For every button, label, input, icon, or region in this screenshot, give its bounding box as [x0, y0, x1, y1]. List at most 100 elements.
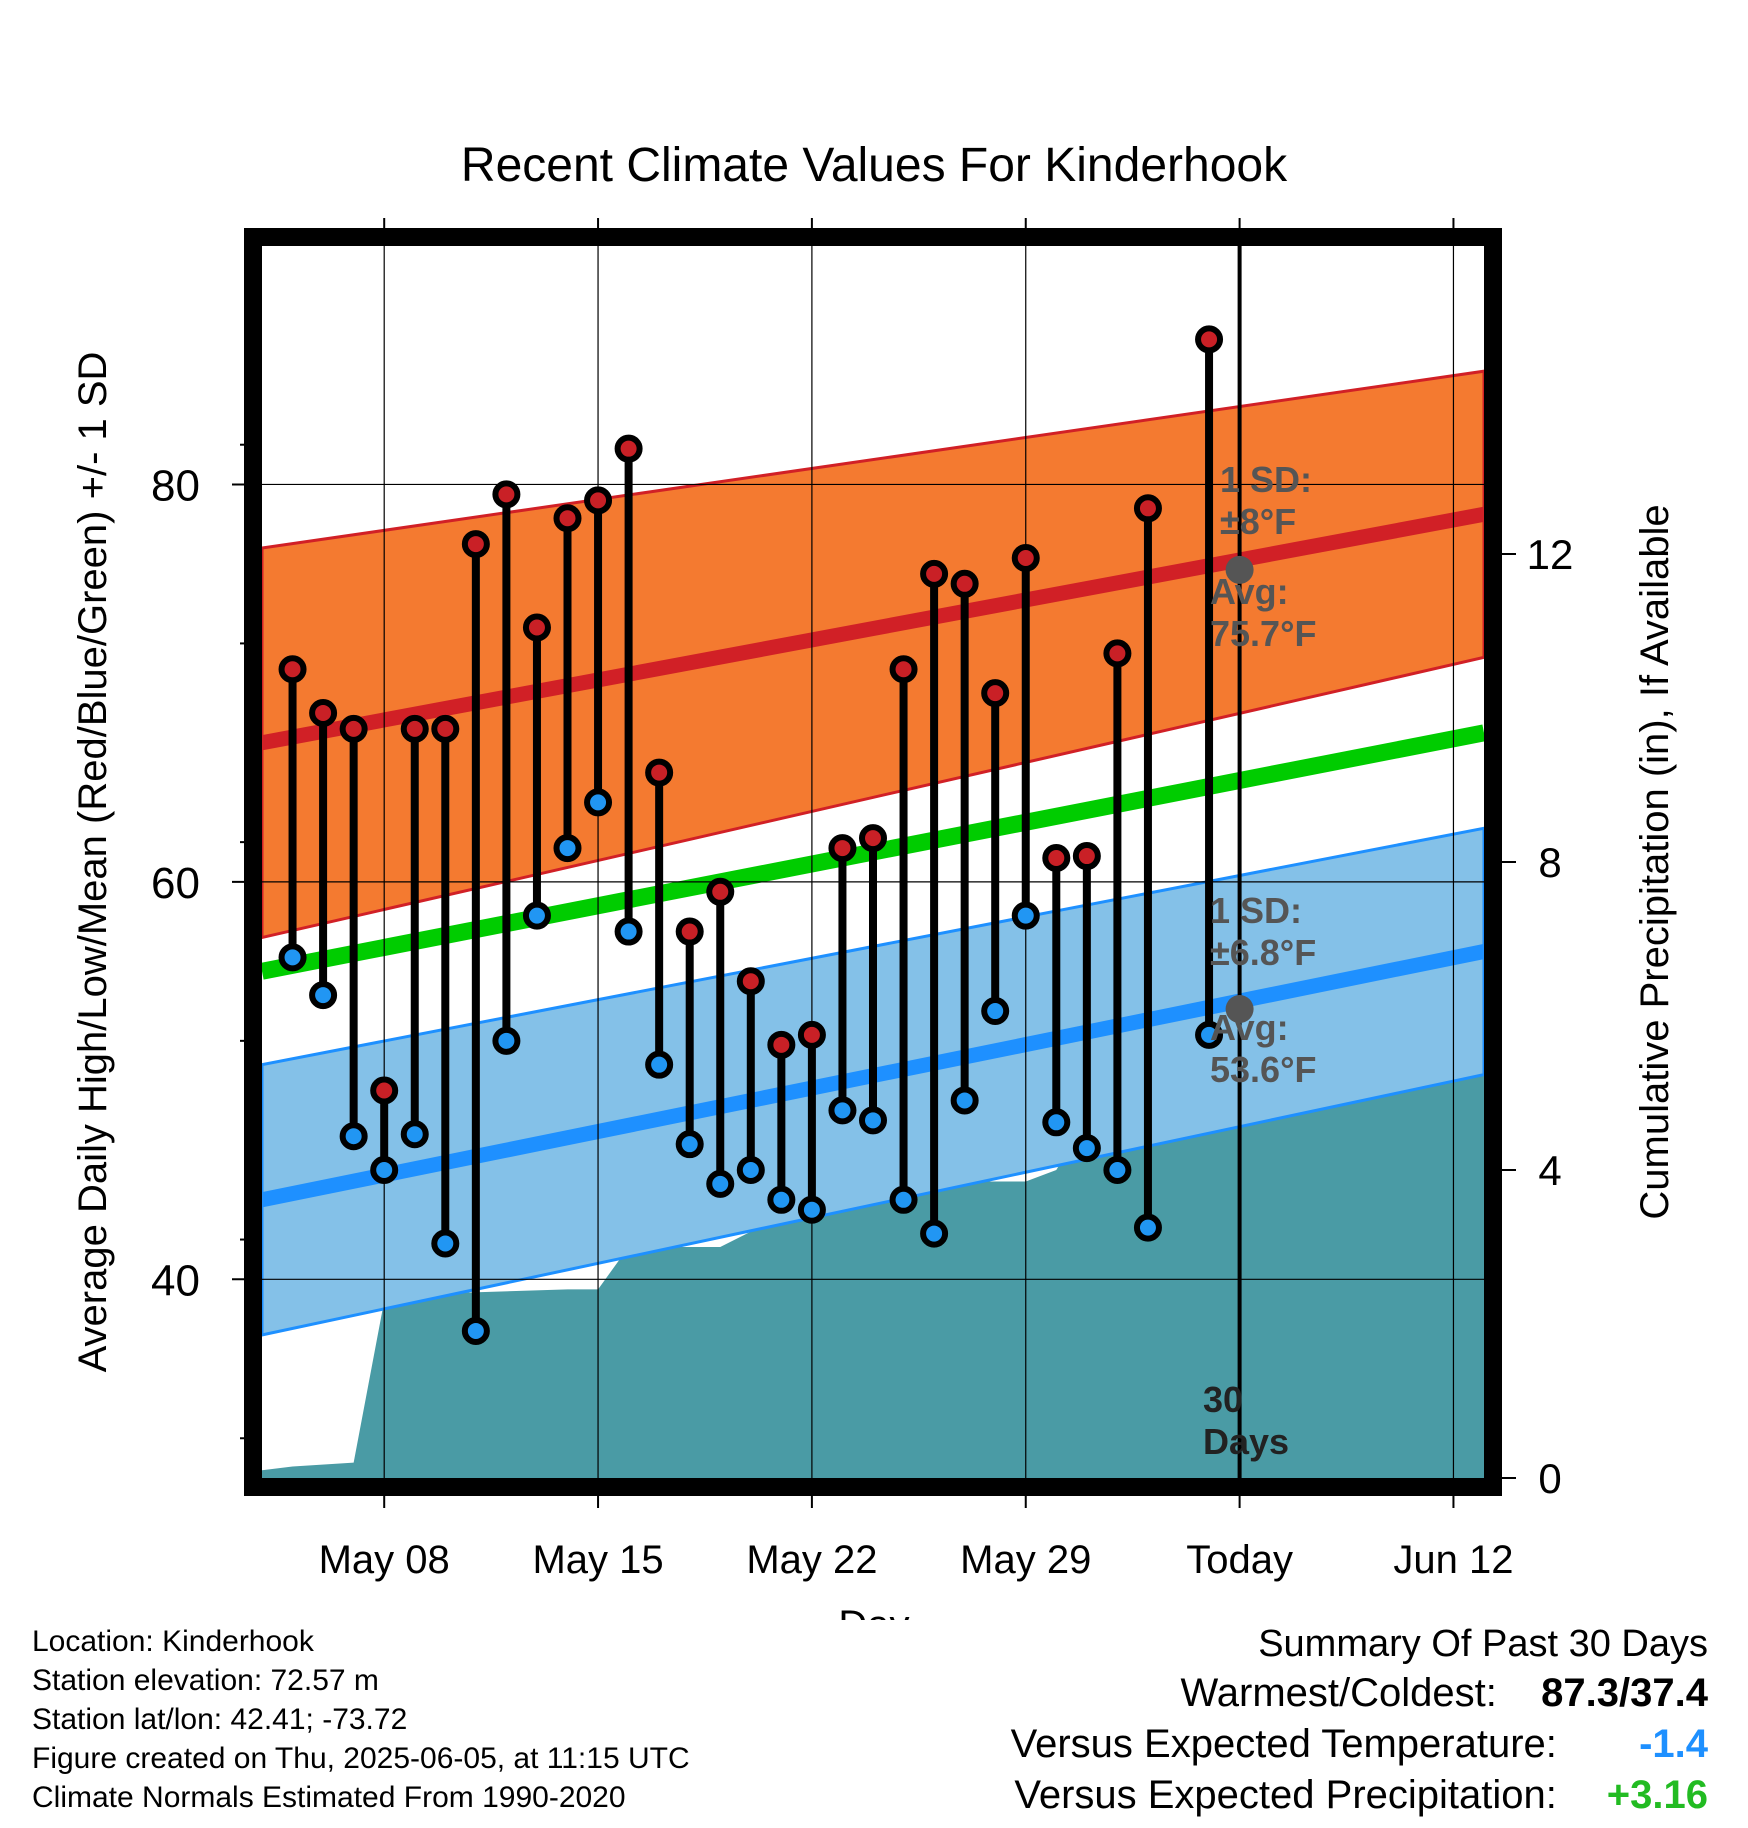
low-sd-annotation: 1 SD:	[1210, 890, 1302, 931]
low-point	[309, 981, 338, 1010]
high-point	[828, 834, 857, 863]
low-point	[736, 1156, 765, 1184]
high-sd-annotation: ±8°F	[1220, 501, 1296, 542]
high-point	[706, 877, 735, 906]
high-point	[950, 569, 979, 598]
high-point	[797, 1020, 826, 1049]
low-avg-marker	[1225, 995, 1254, 1024]
low-point	[584, 788, 613, 817]
y2-tick-label: 4	[1538, 1147, 1561, 1194]
high-point	[492, 480, 521, 509]
low-point	[859, 1106, 887, 1135]
low-point	[675, 1130, 704, 1159]
low-point	[645, 1050, 674, 1079]
high-point	[920, 559, 949, 588]
low-sd-annotation: ±6.8°F	[1210, 932, 1316, 973]
y-tick-label: 60	[151, 859, 200, 908]
high-point	[461, 530, 490, 559]
warm-cold-value: 87.3/37.4	[1541, 1671, 1708, 1715]
temp-value: -1.4	[1639, 1722, 1708, 1766]
high-avg-annotation: 75.7°F	[1210, 613, 1316, 654]
chart-title: Recent Climate Values For Kinderhook	[461, 139, 1288, 192]
low-point	[614, 917, 643, 946]
high-point	[1195, 325, 1224, 354]
latlon-text: Station lat/lon: 42.41; -73.72	[32, 1703, 408, 1736]
y2-axis-label: Cumulative Precipitation (in), If Availa…	[1633, 504, 1677, 1219]
low-avg-annotation: 53.6°F	[1210, 1049, 1316, 1090]
precip-value: +3.16	[1606, 1773, 1708, 1817]
temp-row: Versus Expected Temperature: -1.4	[1011, 1719, 1708, 1770]
station-info: Location: Kinderhook Station elevation: …	[32, 1622, 690, 1817]
normals-text: Climate Normals Estimated From 1990-2020	[32, 1781, 626, 1814]
high-point	[1011, 543, 1040, 572]
low-point	[1133, 1213, 1162, 1242]
summary-panel: Summary Of Past 30 Days Warmest/Coldest:…	[1011, 1620, 1708, 1821]
high-point	[1042, 844, 1071, 873]
low-point	[339, 1122, 368, 1151]
temp-label: Versus Expected Temperature:	[1010, 1722, 1557, 1766]
x-axis-label: Day	[838, 1603, 909, 1620]
high-point	[645, 758, 674, 787]
today-days-annotation: 30	[1203, 1379, 1243, 1420]
high-point	[767, 1030, 796, 1059]
x-tick-label: May 29	[960, 1538, 1091, 1582]
low-point	[889, 1185, 918, 1214]
low-point	[553, 834, 582, 863]
low-point	[1103, 1156, 1132, 1184]
low-point	[797, 1195, 826, 1224]
y2-tick-label: 0	[1538, 1455, 1561, 1502]
low-point	[461, 1316, 490, 1345]
high-point	[370, 1076, 399, 1105]
low-point	[370, 1156, 399, 1184]
high-point	[309, 698, 338, 727]
high-point	[1103, 639, 1132, 668]
low-point	[400, 1120, 429, 1149]
low-point	[706, 1169, 735, 1198]
low-point	[278, 943, 307, 972]
low-point	[431, 1229, 460, 1258]
y-tick-label: 80	[151, 461, 200, 510]
high-point	[736, 967, 765, 996]
high-point	[431, 714, 460, 743]
low-avg-annotation: Avg:	[1210, 1007, 1289, 1048]
x-tick-label: May 08	[319, 1538, 450, 1582]
high-point	[1133, 494, 1162, 523]
today-days-annotation: Days	[1203, 1421, 1289, 1462]
low-point	[1195, 1020, 1224, 1049]
low-point	[981, 997, 1010, 1026]
created-text: Figure created on Thu, 2025-06-05, at 11…	[32, 1742, 690, 1775]
y2-tick-label: 8	[1538, 839, 1561, 886]
precip-row: Versus Expected Precipitation: +3.16	[1011, 1770, 1708, 1821]
summary-heading: Summary Of Past 30 Days	[1258, 1623, 1708, 1665]
location-text: Location: Kinderhook	[32, 1625, 314, 1658]
high-point	[981, 679, 1010, 708]
low-point	[920, 1219, 949, 1248]
y-tick-label: 40	[151, 1256, 200, 1305]
low-point	[1011, 901, 1040, 930]
x-tick-label: May 15	[532, 1538, 663, 1582]
high-point	[614, 434, 643, 463]
low-point	[767, 1185, 796, 1214]
y2-tick-label: 12	[1527, 531, 1574, 578]
high-point	[522, 613, 551, 642]
high-point	[553, 504, 582, 533]
high-point	[859, 824, 887, 853]
high-point	[889, 655, 918, 684]
high-sd-annotation: 1 SD:	[1220, 459, 1312, 500]
high-point	[584, 486, 613, 515]
plot-frame	[244, 228, 1502, 1496]
warm-cold-row: Warmest/Coldest: 87.3/37.4	[1011, 1668, 1709, 1719]
high-point	[675, 917, 704, 946]
elevation-text: Station elevation: 72.57 m	[32, 1664, 379, 1697]
low-point	[950, 1086, 979, 1115]
x-tick-label: Jun 12	[1393, 1538, 1513, 1582]
plot-layer	[262, 246, 1484, 1478]
warm-cold-label: Warmest/Coldest:	[1180, 1671, 1497, 1715]
high-avg-annotation: Avg:	[1210, 571, 1289, 612]
high-avg-marker	[1225, 555, 1254, 584]
y-axis-label: Average Daily High/Low/Mean (Red/Blue/Gr…	[71, 352, 115, 1373]
high-point	[400, 714, 429, 743]
low-point	[492, 1026, 521, 1055]
x-tick-label: May 22	[746, 1538, 877, 1582]
high-point	[278, 655, 307, 684]
